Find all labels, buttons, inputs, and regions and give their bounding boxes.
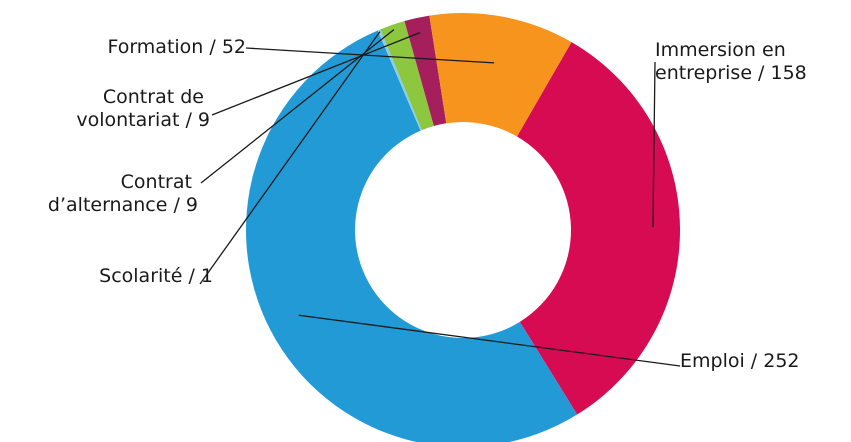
label-scolarite-line-1: Scolarité / 1 xyxy=(99,265,213,287)
slice-formation xyxy=(429,13,572,137)
slice-scolarite xyxy=(377,29,422,131)
label-formation: Formation / 52 xyxy=(107,36,246,58)
label-volontariat-line-1: Contrat de xyxy=(103,86,204,108)
slice-volontariat xyxy=(404,15,447,127)
label-immersion: Immersion en entreprise / 158 xyxy=(655,39,807,84)
label-formation-line-1: Formation / 52 xyxy=(107,36,246,58)
leader-lines xyxy=(199,29,681,367)
label-emploi: Emploi / 252 xyxy=(680,350,800,372)
label-emploi-line-1: Emploi / 252 xyxy=(680,350,800,372)
leader-formation xyxy=(245,47,495,64)
leader-immersion xyxy=(652,61,656,228)
slice-alternance xyxy=(380,21,434,131)
leader-emploi xyxy=(298,314,681,367)
label-alternance: Contrat d’alternance / 9 xyxy=(48,171,198,216)
slice-labels: Immersion en entreprise / 158 Emploi / 2… xyxy=(48,36,807,372)
leader-volontariat xyxy=(211,32,421,116)
label-alternance-line-2: d’alternance / 9 xyxy=(48,194,198,216)
label-alternance-line-1: Contrat xyxy=(121,171,192,193)
slice-immersion xyxy=(517,42,680,415)
label-volontariat: Contrat de volontariat / 9 xyxy=(76,86,210,131)
label-immersion-line-2: entreprise / 158 xyxy=(655,62,807,84)
leader-scolarite xyxy=(199,31,381,285)
label-immersion-line-1: Immersion en xyxy=(655,39,786,61)
label-scolarite: Scolarité / 1 xyxy=(99,265,213,287)
label-volontariat-line-2: volontariat / 9 xyxy=(76,109,210,131)
donut-slices xyxy=(246,13,680,442)
slice-emploi xyxy=(246,30,578,442)
